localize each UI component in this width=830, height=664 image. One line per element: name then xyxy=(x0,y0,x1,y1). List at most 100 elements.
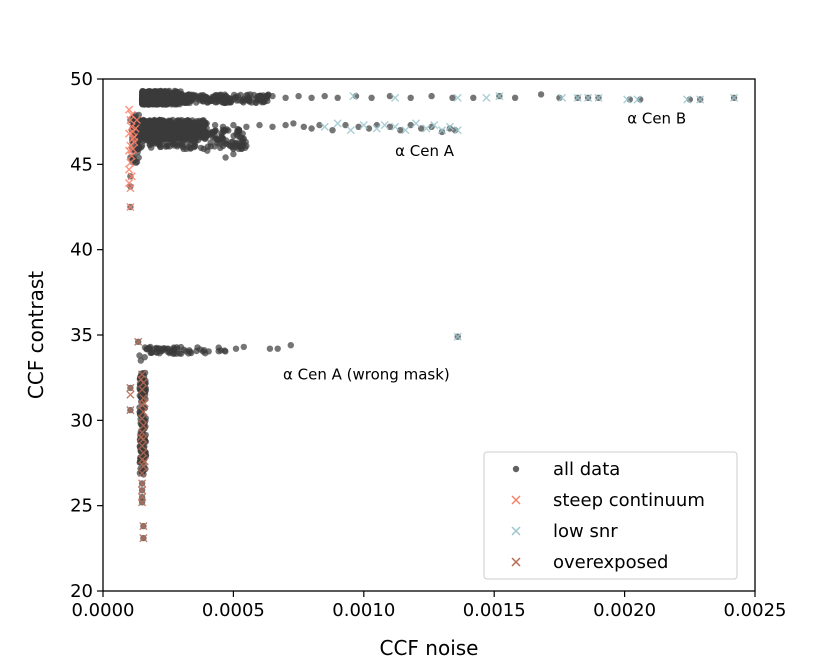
flagged-point xyxy=(138,469,147,478)
flagged-point xyxy=(128,144,138,154)
x-tick-label: 0.0000 xyxy=(72,600,135,621)
data-point xyxy=(138,394,146,402)
data-point xyxy=(166,349,173,357)
data-point xyxy=(237,91,244,99)
data-point xyxy=(127,173,134,180)
flagged-point xyxy=(346,126,355,135)
data-point xyxy=(153,345,160,353)
data-point xyxy=(282,121,289,129)
data-point xyxy=(148,144,155,151)
data-point xyxy=(139,100,146,108)
flagged-point xyxy=(623,95,632,104)
annotation-label: α Cen A (wrong mask) xyxy=(283,365,450,383)
flagged-point xyxy=(138,414,147,423)
flagged-point xyxy=(683,95,692,104)
data-point xyxy=(163,133,170,140)
flagged-point xyxy=(134,337,143,346)
data-point xyxy=(205,96,212,104)
annotations: α Cen B α Cen A α Cen A (wrong mask) xyxy=(283,109,686,383)
data-point xyxy=(266,345,274,352)
data-point xyxy=(256,121,263,129)
data-point xyxy=(187,349,195,357)
flagged-point xyxy=(138,385,147,394)
data-point xyxy=(160,346,168,353)
legend-marker xyxy=(512,465,520,473)
flagged-point xyxy=(127,172,136,181)
data-point xyxy=(159,88,166,96)
data-point xyxy=(212,135,219,142)
flagged-point xyxy=(453,93,462,102)
flagged-point xyxy=(126,202,135,212)
data-point xyxy=(194,344,201,351)
data-point xyxy=(157,143,164,150)
data-point xyxy=(232,94,239,101)
flagged-point xyxy=(696,95,705,104)
y-axis: 20 25 30 35 40 45 50 xyxy=(70,69,103,602)
flagged-point xyxy=(557,93,567,102)
data-point xyxy=(158,134,165,141)
flagged-point xyxy=(391,93,400,102)
data-point xyxy=(148,98,156,105)
data-point xyxy=(449,94,456,102)
x-tick-label: 0.0015 xyxy=(463,600,526,621)
data-point xyxy=(180,346,188,353)
data-point xyxy=(145,137,152,144)
data-point xyxy=(260,92,267,99)
data-point xyxy=(221,98,229,105)
data-point xyxy=(287,342,294,349)
data-point xyxy=(141,344,149,351)
data-point xyxy=(187,125,194,132)
data-point xyxy=(342,121,349,129)
data-point xyxy=(142,89,149,97)
y-tick-label: 30 xyxy=(70,410,93,431)
data-point xyxy=(212,92,219,99)
flagged-point xyxy=(139,448,148,457)
data-point xyxy=(193,135,200,142)
data-point xyxy=(193,129,201,136)
data-point xyxy=(300,123,307,130)
data-point xyxy=(240,343,247,351)
flagged-point xyxy=(411,119,421,128)
data-point xyxy=(368,94,375,102)
data-point xyxy=(200,117,207,124)
data-point xyxy=(159,93,166,100)
x-tick-label: 0.0010 xyxy=(332,600,395,621)
legend-label: low snr xyxy=(553,521,618,542)
flagged-point xyxy=(138,441,147,450)
data-point xyxy=(159,127,166,134)
legend: all data steep continuum low snr overexpose… xyxy=(483,451,738,580)
y-tick-label: 45 xyxy=(70,154,93,175)
data-point xyxy=(145,127,153,135)
data-point xyxy=(537,91,545,98)
data-point xyxy=(136,352,143,359)
data-point xyxy=(135,154,142,161)
data-point xyxy=(127,183,134,190)
flagged-point xyxy=(730,93,739,102)
data-point xyxy=(197,95,205,103)
flagged-point xyxy=(128,127,138,136)
data-point xyxy=(230,121,237,129)
flagged-point xyxy=(584,93,593,102)
y-tick-label: 20 xyxy=(70,581,93,602)
data-point xyxy=(148,349,155,356)
data-point xyxy=(269,123,276,130)
flagged-point xyxy=(132,115,141,125)
data-point xyxy=(397,127,404,134)
flagged-point xyxy=(482,93,491,102)
x-tick-label: 0.0025 xyxy=(724,600,787,621)
data-point xyxy=(215,344,222,351)
flagged-point xyxy=(372,124,381,133)
data-point xyxy=(212,127,219,135)
flagged-point xyxy=(126,184,135,193)
data-point xyxy=(238,140,245,147)
flagged-point xyxy=(140,399,149,408)
flagged-point xyxy=(127,151,136,160)
data-point xyxy=(334,94,341,102)
data-point xyxy=(152,136,159,143)
data-point xyxy=(233,130,240,138)
flagged-point xyxy=(333,119,342,128)
flagged-point xyxy=(633,95,642,104)
flagged-point xyxy=(401,126,410,135)
flagged-point xyxy=(130,138,139,147)
data-point xyxy=(138,142,146,149)
